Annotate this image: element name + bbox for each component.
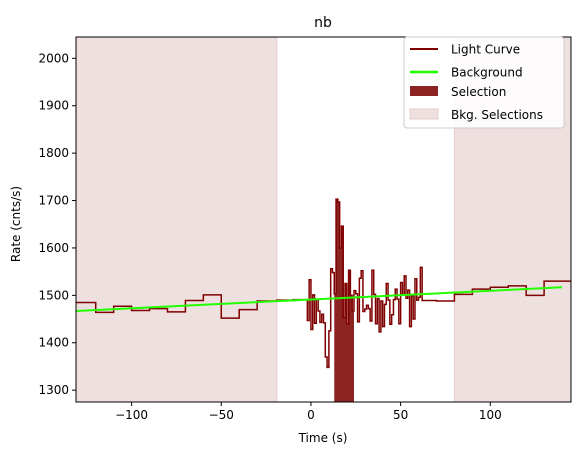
background-series bbox=[75, 286, 563, 312]
y-tick-label: 2000 bbox=[38, 51, 69, 65]
legend-label-light-curve: Light Curve bbox=[451, 43, 520, 57]
x-tick-label: 0 bbox=[307, 408, 315, 422]
light-curve-series bbox=[76, 198, 571, 369]
y-tick-label: 1800 bbox=[38, 146, 69, 160]
y-tick-label: 1300 bbox=[38, 383, 69, 397]
legend-swatch-selection bbox=[410, 86, 438, 96]
selection-layer bbox=[334, 199, 354, 402]
legend-label-background: Background bbox=[451, 66, 523, 80]
background-line-layer bbox=[75, 286, 563, 312]
chart-title: nb bbox=[314, 15, 332, 31]
y-tick-label: 1400 bbox=[38, 336, 69, 350]
axes-frame bbox=[75, 36, 572, 403]
bkg-selection-span-1 bbox=[75, 36, 278, 403]
x-tick-label: −100 bbox=[115, 408, 148, 422]
legend-frame bbox=[403, 36, 565, 129]
legend: Light Curve Background Selection Bkg. Se… bbox=[403, 36, 565, 129]
y-tick-label: 1500 bbox=[38, 288, 69, 302]
x-axis-label: Time (s) bbox=[298, 431, 348, 445]
selection-area bbox=[334, 199, 354, 402]
y-tick-label: 1600 bbox=[38, 241, 69, 255]
legend-label-bkg-selections: Bkg. Selections bbox=[451, 108, 543, 122]
x-ticks: −100 −50 0 50 100 bbox=[115, 402, 502, 422]
x-tick-label: 50 bbox=[393, 408, 408, 422]
y-tick-label: 1700 bbox=[38, 194, 69, 208]
x-tick-label: −50 bbox=[209, 408, 234, 422]
y-tick-label: 1900 bbox=[38, 99, 69, 113]
light-curve-layer bbox=[76, 198, 571, 369]
y-axis-label: Rate (cnts/s) bbox=[9, 186, 23, 262]
y-ticks: 1300 1400 1500 1600 1700 1800 1900 2000 bbox=[38, 51, 76, 397]
legend-label-selection: Selection bbox=[451, 85, 506, 99]
legend-swatch-bkg-selections bbox=[409, 108, 439, 120]
x-tick-label: 100 bbox=[479, 408, 502, 422]
